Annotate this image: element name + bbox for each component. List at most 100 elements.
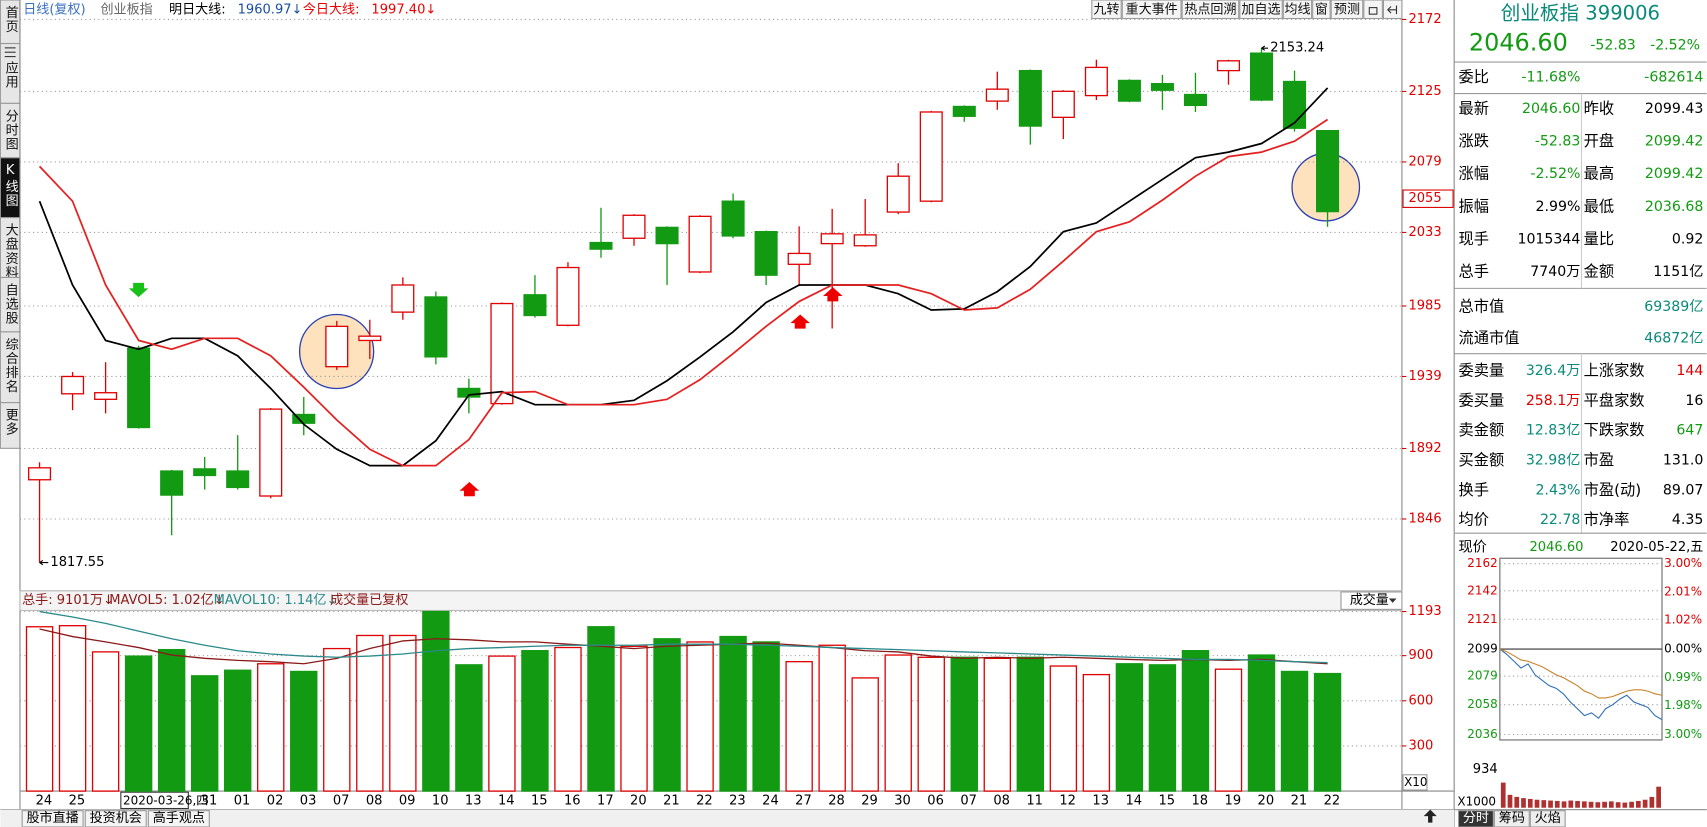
volume-bar [1568, 800, 1574, 808]
volume-bar [1148, 664, 1177, 792]
quote-text: 2046.60 [1522, 101, 1580, 117]
x-tick-label: 11 [1026, 793, 1043, 808]
y-tick-label: 1193 [1408, 604, 1441, 619]
vol-selector-text: 成交量 [1350, 592, 1389, 608]
tool-button-label: 九转 [1093, 2, 1119, 17]
y2-tick-label: 3.00% [1664, 556, 1702, 570]
quote-text: 委比 [1459, 68, 1489, 86]
x-tick-label: 27 [795, 793, 812, 808]
tool-button[interactable] [1282, 0, 1313, 20]
mini-tab[interactable] [1529, 810, 1566, 827]
volume-bar [1642, 799, 1648, 808]
candle-body [28, 467, 52, 481]
x-tick-label: 28 [828, 793, 845, 808]
quote-text: 69389亿 [1644, 299, 1703, 315]
volume-bar [1595, 802, 1601, 808]
unit-label: X10 [1404, 775, 1427, 789]
volume-bar [752, 641, 780, 792]
volume-bar [224, 669, 252, 792]
volume-bar [1534, 799, 1540, 808]
y-tick-label: 2058 [1467, 697, 1497, 711]
mavol5: MAVOL5: 1.02亿↓ [109, 593, 224, 608]
quote-text: 昨收 [1584, 99, 1614, 117]
bottom-tab[interactable] [84, 810, 147, 827]
candle-body [1150, 82, 1174, 91]
x-tick-label: 17 [597, 793, 614, 808]
quote-text: 均价 [1459, 511, 1489, 529]
quote-text: 2046.60 [1529, 540, 1583, 555]
candle-body [424, 296, 448, 358]
quote-text: 0.92 [1672, 231, 1703, 247]
vol-note: 成交量已复权 [330, 592, 408, 608]
tool-button[interactable] [1330, 0, 1364, 20]
volume-bar [785, 661, 813, 792]
tool-button[interactable] [1312, 0, 1331, 20]
volume-bar [884, 654, 912, 792]
candle-body [721, 200, 745, 237]
x-tick-label: 13 [465, 793, 482, 808]
quote-text: 2099.42 [1645, 133, 1703, 149]
tool-button[interactable] [1121, 0, 1182, 20]
index-name: 创业板指 [100, 2, 152, 17]
quote-text: 32.98亿 [1526, 453, 1581, 469]
volume-bar [1247, 654, 1276, 792]
candle-body [127, 347, 151, 429]
x-tick-label: 09 [399, 793, 416, 808]
side-tab-label: 首页 [3, 5, 19, 33]
quote-text: 2.99% [1536, 199, 1581, 215]
mini-tab[interactable] [1493, 810, 1530, 827]
side-tab-label: 更多 [3, 408, 19, 436]
y2-tick-label: 3.00% [1664, 727, 1702, 741]
tool-button-label: 预测 [1334, 2, 1360, 17]
lock-button[interactable] [1363, 0, 1383, 20]
volume-bar [356, 634, 384, 792]
x-tick-label: 22 [1324, 793, 1341, 808]
y-tick-label: 2079 [1467, 669, 1497, 683]
x-tick-label: 02 [267, 793, 284, 808]
candle-body [94, 392, 118, 400]
quote-text: -2.52% [1530, 166, 1580, 182]
volume-bar [1575, 800, 1580, 808]
candle-body [1117, 79, 1141, 102]
vol-selector[interactable] [1340, 591, 1403, 610]
toolbar: 九转 重大事件 热点回溯 加自选 均线窗预测 [1091, 0, 1364, 20]
volume-bar [422, 610, 450, 792]
bottom-tab[interactable] [21, 810, 84, 827]
max-annotation: 2153.24 [1270, 41, 1324, 56]
quote-text: 1151亿 [1653, 264, 1703, 280]
volume-bar [620, 645, 648, 792]
x-tick-label: 06 [927, 793, 944, 808]
quote-text: 创业板指 399006 [1501, 2, 1660, 25]
candle-body [556, 266, 580, 326]
volume-bar [323, 647, 351, 792]
side-tab-label: 自选股 [3, 283, 19, 326]
x-tick-label: 18 [1192, 793, 1209, 808]
tool-button[interactable] [1091, 0, 1122, 20]
volume-bar [851, 677, 879, 792]
tool-button[interactable] [1239, 0, 1283, 20]
volume-bar [1629, 801, 1634, 808]
y-tick-label: 2036 [1467, 727, 1497, 741]
quote-text: 89.07 [1663, 482, 1703, 498]
y-tick-label: 2162 [1467, 556, 1497, 570]
x-tick-label: 15 [531, 793, 548, 808]
candle-body [985, 88, 1009, 102]
volume-bar [950, 656, 978, 792]
x-tick-label: 16 [564, 793, 581, 808]
mini-tab[interactable] [1457, 810, 1494, 827]
quote-text: 最低 [1584, 197, 1614, 215]
bottom-tab[interactable] [147, 810, 210, 827]
quote-text: 最高 [1584, 165, 1614, 183]
volume-bar [653, 638, 681, 792]
candle-body [589, 241, 613, 250]
quote-text: 131.0 [1663, 453, 1703, 469]
y2-tick-label: 1.98% [1664, 698, 1702, 712]
volume-bar [1181, 650, 1210, 792]
tool-button[interactable] [1181, 0, 1240, 20]
quote-text: 2099.43 [1645, 101, 1703, 117]
volume-bar [686, 641, 714, 792]
quote-text: 总市值 [1459, 297, 1505, 315]
x-tick-label: 13 [1092, 793, 1109, 808]
price-marker-label: 2055 [1408, 191, 1441, 206]
y-tick-label: 2125 [1408, 84, 1441, 99]
